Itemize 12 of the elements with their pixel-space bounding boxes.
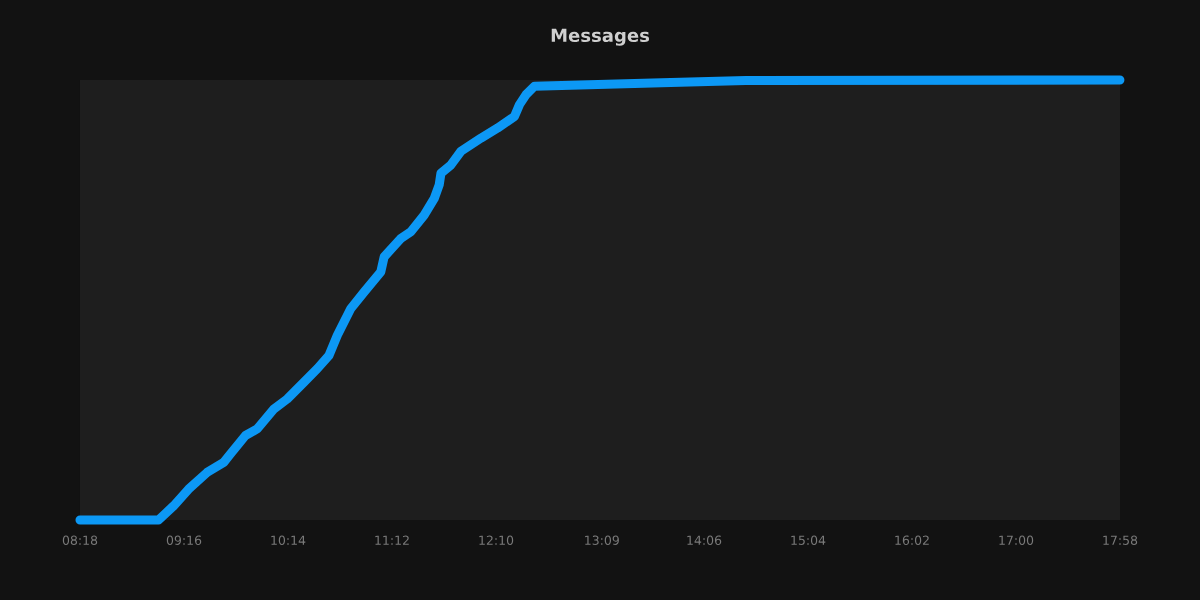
x-tick-label: 09:16 [166,535,202,545]
x-tick-label: 16:02 [895,535,929,545]
x-tick-label: 11:12 [375,535,409,545]
x-tick-label: 13:09 [585,535,619,545]
x-tick-label: 12:10 [479,535,514,545]
x-tick-label: 10:14 [271,535,306,545]
x-tick-label: 17:58 [1103,535,1138,545]
x-tick-label: 14:06 [687,535,722,545]
x-tick-label: 17:00 [999,535,1034,545]
x-tick-label: 08:18 [62,535,98,545]
x-tick-label: 15:04 [791,535,826,545]
chart-title: Messages [551,28,650,46]
